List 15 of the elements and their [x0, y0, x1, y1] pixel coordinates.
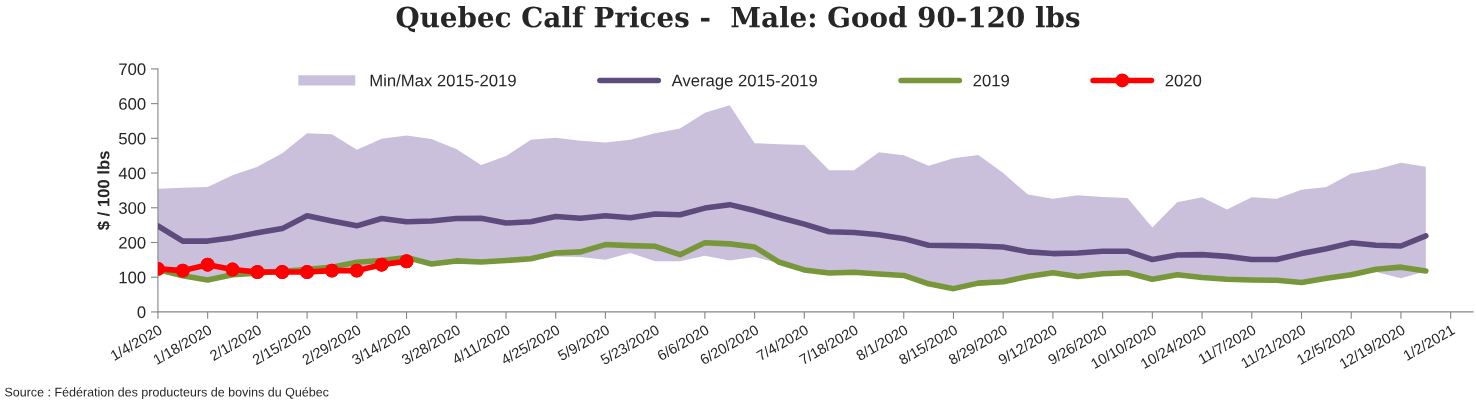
legend-label: Average 2015-2019	[671, 74, 817, 90]
legend-label: 2020	[1165, 74, 1202, 87]
y-tick-label: 500	[118, 132, 146, 145]
y-tick-label: 600	[119, 98, 146, 110]
y-axis-title: $ / 100 lbs	[96, 151, 111, 231]
annotation: Min/Max 2015-2019	[370, 74, 516, 87]
source-note: Source : Fédération des producteurs de bovins du Québec	[5, 387, 329, 399]
y-tick-label: 0	[137, 306, 146, 319]
y-tick-label: 200	[119, 236, 146, 249]
y-tick-label: 400	[118, 167, 146, 180]
legend-label: 2019	[973, 74, 1009, 87]
y-tick-label: 700	[119, 63, 146, 76]
y-tick-label: 100	[119, 271, 146, 284]
y-tick-label: 300	[118, 202, 146, 214]
chart-title: Quebec Calf Prices - Male: Good 90-120 lbs	[396, 6, 1080, 33]
